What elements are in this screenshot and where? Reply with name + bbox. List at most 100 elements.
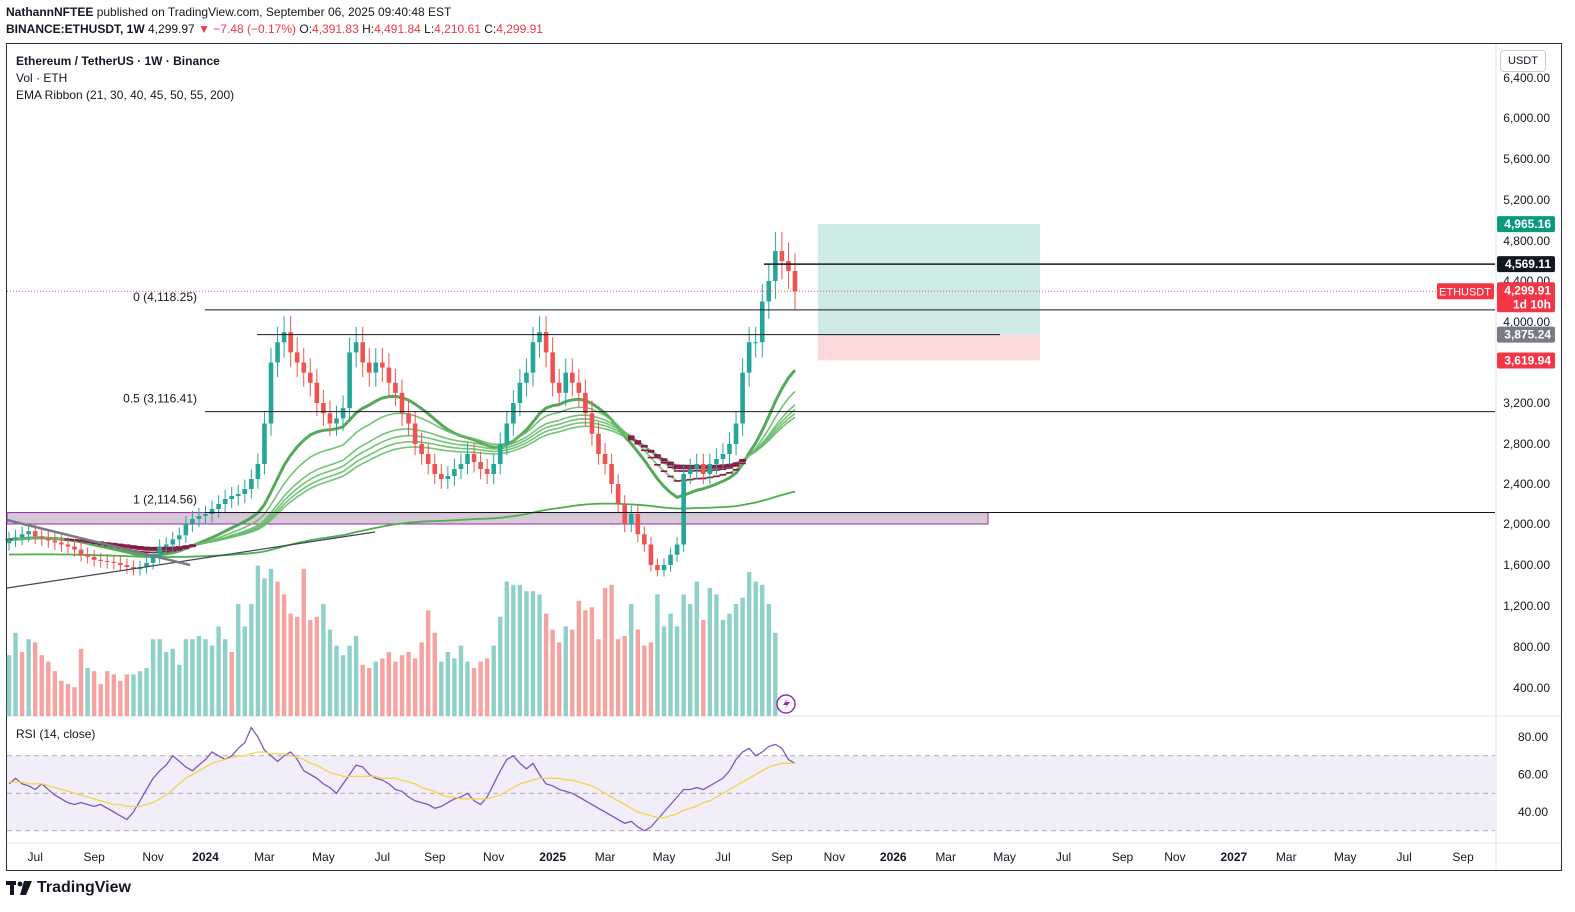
candle[interactable] (773, 231, 778, 300)
candle[interactable] (681, 464, 686, 552)
candle[interactable] (471, 443, 477, 473)
candle[interactable] (131, 560, 136, 576)
resistance-label[interactable]: 4,569.11 (1497, 256, 1555, 273)
candle[interactable] (609, 453, 614, 494)
candle[interactable] (104, 554, 110, 569)
candle[interactable] (78, 542, 84, 562)
candle[interactable] (373, 347, 379, 387)
candle[interactable] (478, 451, 483, 480)
candle[interactable] (497, 432, 503, 475)
candle[interactable] (766, 263, 772, 319)
candle[interactable] (753, 326, 758, 358)
candle[interactable] (183, 516, 189, 544)
candle[interactable] (570, 358, 575, 397)
candle[interactable] (360, 326, 365, 378)
candle[interactable] (674, 537, 680, 562)
candle[interactable] (530, 326, 536, 387)
candle[interactable] (687, 458, 693, 484)
chart-title[interactable]: Ethereum / TetherUS · 1W · Binance (16, 54, 220, 68)
candle[interactable] (91, 549, 97, 567)
candle[interactable] (602, 443, 608, 475)
candle[interactable] (242, 479, 248, 504)
candle[interactable] (393, 368, 398, 407)
candle[interactable] (111, 555, 117, 570)
trend-line[interactable] (6, 531, 376, 589)
candle[interactable] (255, 453, 261, 489)
candle[interactable] (792, 253, 798, 309)
candle[interactable] (733, 411, 739, 456)
target-label[interactable]: 4,965.16 (1497, 216, 1555, 233)
candle[interactable] (445, 466, 451, 489)
candle[interactable] (124, 558, 130, 574)
candle[interactable] (386, 353, 392, 397)
candle[interactable] (576, 368, 582, 407)
candle[interactable] (452, 458, 457, 486)
candle[interactable] (65, 537, 71, 554)
candle[interactable] (432, 453, 438, 484)
candle[interactable] (491, 453, 496, 484)
candle[interactable] (648, 537, 654, 572)
candle[interactable] (327, 400, 333, 436)
stop-label[interactable]: 3,619.94 (1497, 352, 1555, 369)
candle[interactable] (628, 505, 634, 533)
ema-legend[interactable]: EMA Ribbon (21, 30, 40, 45, 50, 55, 200) (16, 88, 235, 102)
candle[interactable] (301, 347, 307, 387)
candle[interactable] (170, 531, 176, 552)
countdown-label[interactable]: 1d 10h (1497, 296, 1555, 313)
candle[interactable] (550, 337, 555, 397)
candle[interactable] (589, 400, 595, 446)
candle[interactable] (635, 505, 641, 543)
candle[interactable] (563, 358, 569, 407)
candle[interactable] (720, 443, 726, 470)
candle[interactable] (216, 495, 221, 518)
rsi-legend[interactable]: RSI (14, close) (16, 727, 96, 741)
target-zone[interactable] (818, 224, 1040, 335)
chart-frame[interactable] (6, 43, 1562, 871)
candle[interactable] (85, 547, 90, 564)
candle[interactable] (222, 490, 228, 513)
candle[interactable] (694, 453, 700, 480)
candle[interactable] (458, 453, 464, 480)
candle[interactable] (655, 558, 660, 577)
candle[interactable] (98, 553, 103, 568)
candle[interactable] (19, 526, 25, 545)
last-price-label[interactable]: 4,299.91 (1497, 282, 1555, 299)
candle[interactable] (209, 500, 215, 523)
candle[interactable] (59, 534, 64, 552)
candle[interactable] (786, 242, 791, 290)
candle[interactable] (46, 530, 51, 548)
candle[interactable] (196, 507, 202, 528)
candle[interactable] (229, 486, 234, 508)
candle[interactable] (399, 379, 405, 426)
candle[interactable] (727, 432, 732, 465)
stop-zone[interactable] (818, 334, 1040, 361)
candle[interactable] (596, 421, 601, 465)
candle[interactable] (347, 337, 352, 422)
candle[interactable] (556, 368, 562, 407)
candle[interactable] (288, 316, 293, 368)
candle[interactable] (308, 358, 313, 397)
candle[interactable] (334, 405, 339, 436)
candle[interactable] (484, 458, 490, 484)
entry-label[interactable]: 3,875.24 (1497, 326, 1555, 343)
candle[interactable] (52, 532, 58, 550)
lightning-icon[interactable] (776, 694, 796, 714)
candle[interactable] (203, 505, 208, 525)
candle[interactable] (615, 474, 621, 513)
candle[interactable] (39, 528, 45, 546)
candle[interactable] (13, 529, 18, 547)
candle[interactable] (281, 316, 287, 358)
candle[interactable] (707, 453, 713, 484)
candle[interactable] (622, 495, 627, 533)
candle[interactable] (746, 326, 752, 387)
candle[interactable] (779, 231, 785, 280)
candle[interactable] (406, 400, 411, 436)
candle[interactable] (668, 547, 673, 572)
candle[interactable] (425, 443, 431, 475)
currency-button[interactable]: USDT (1500, 50, 1546, 72)
candle[interactable] (642, 526, 647, 552)
candle[interactable] (314, 368, 320, 417)
candle[interactable] (380, 347, 385, 382)
candle[interactable] (235, 484, 241, 506)
